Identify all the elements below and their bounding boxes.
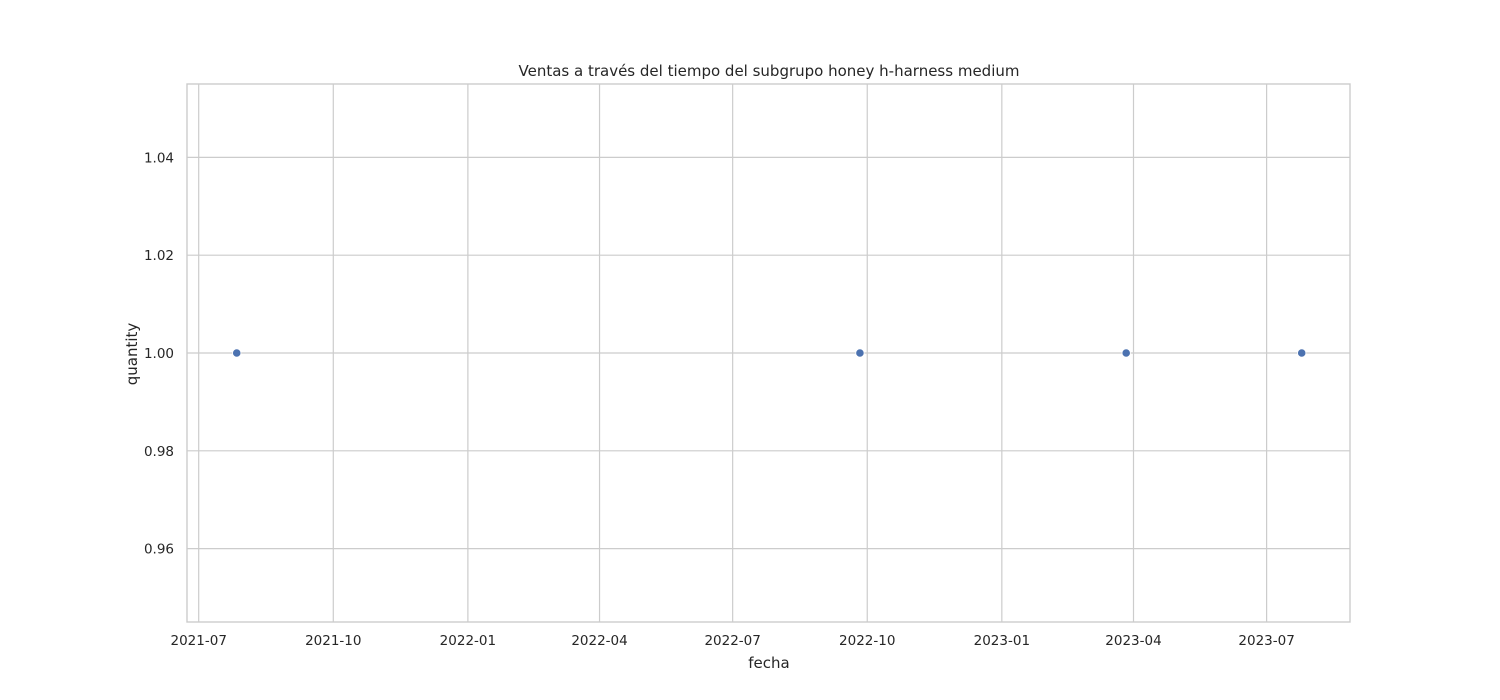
chart-title: Ventas a través del tiempo del subgrupo … — [519, 62, 1020, 80]
x-tick-label: 2021-10 — [305, 633, 361, 649]
x-tick-label: 2022-07 — [704, 633, 760, 649]
x-tick-label: 2022-10 — [839, 633, 895, 649]
plot-frame — [186, 83, 1351, 623]
data-point — [1297, 348, 1307, 358]
x-tick-label: 2023-01 — [974, 633, 1030, 649]
x-tick-label: 2023-04 — [1105, 633, 1161, 649]
x-axis-label: fecha — [748, 654, 789, 672]
y-tick-label: 1.00 — [144, 346, 174, 362]
x-tick-label: 2021-07 — [171, 633, 227, 649]
tick-layer: 2021-07 2021-10 2022-01 2022-04 2022-07 2022-… — [144, 150, 1295, 649]
y-tick-label: 1.02 — [144, 248, 174, 264]
y-axis-label: quantity — [123, 323, 141, 386]
data-point — [232, 348, 242, 358]
data-point — [1121, 348, 1131, 358]
y-tick-label: 0.98 — [144, 444, 174, 460]
data-point — [855, 348, 865, 358]
x-tick-label: 2022-01 — [440, 633, 496, 649]
y-tick-label: 1.04 — [144, 150, 174, 166]
y-tick-label: 0.96 — [144, 542, 174, 558]
x-tick-label: 2022-04 — [571, 633, 627, 649]
grid-layer — [187, 84, 1350, 622]
point-layer — [232, 348, 1307, 358]
x-tick-label: 2023-07 — [1238, 633, 1294, 649]
